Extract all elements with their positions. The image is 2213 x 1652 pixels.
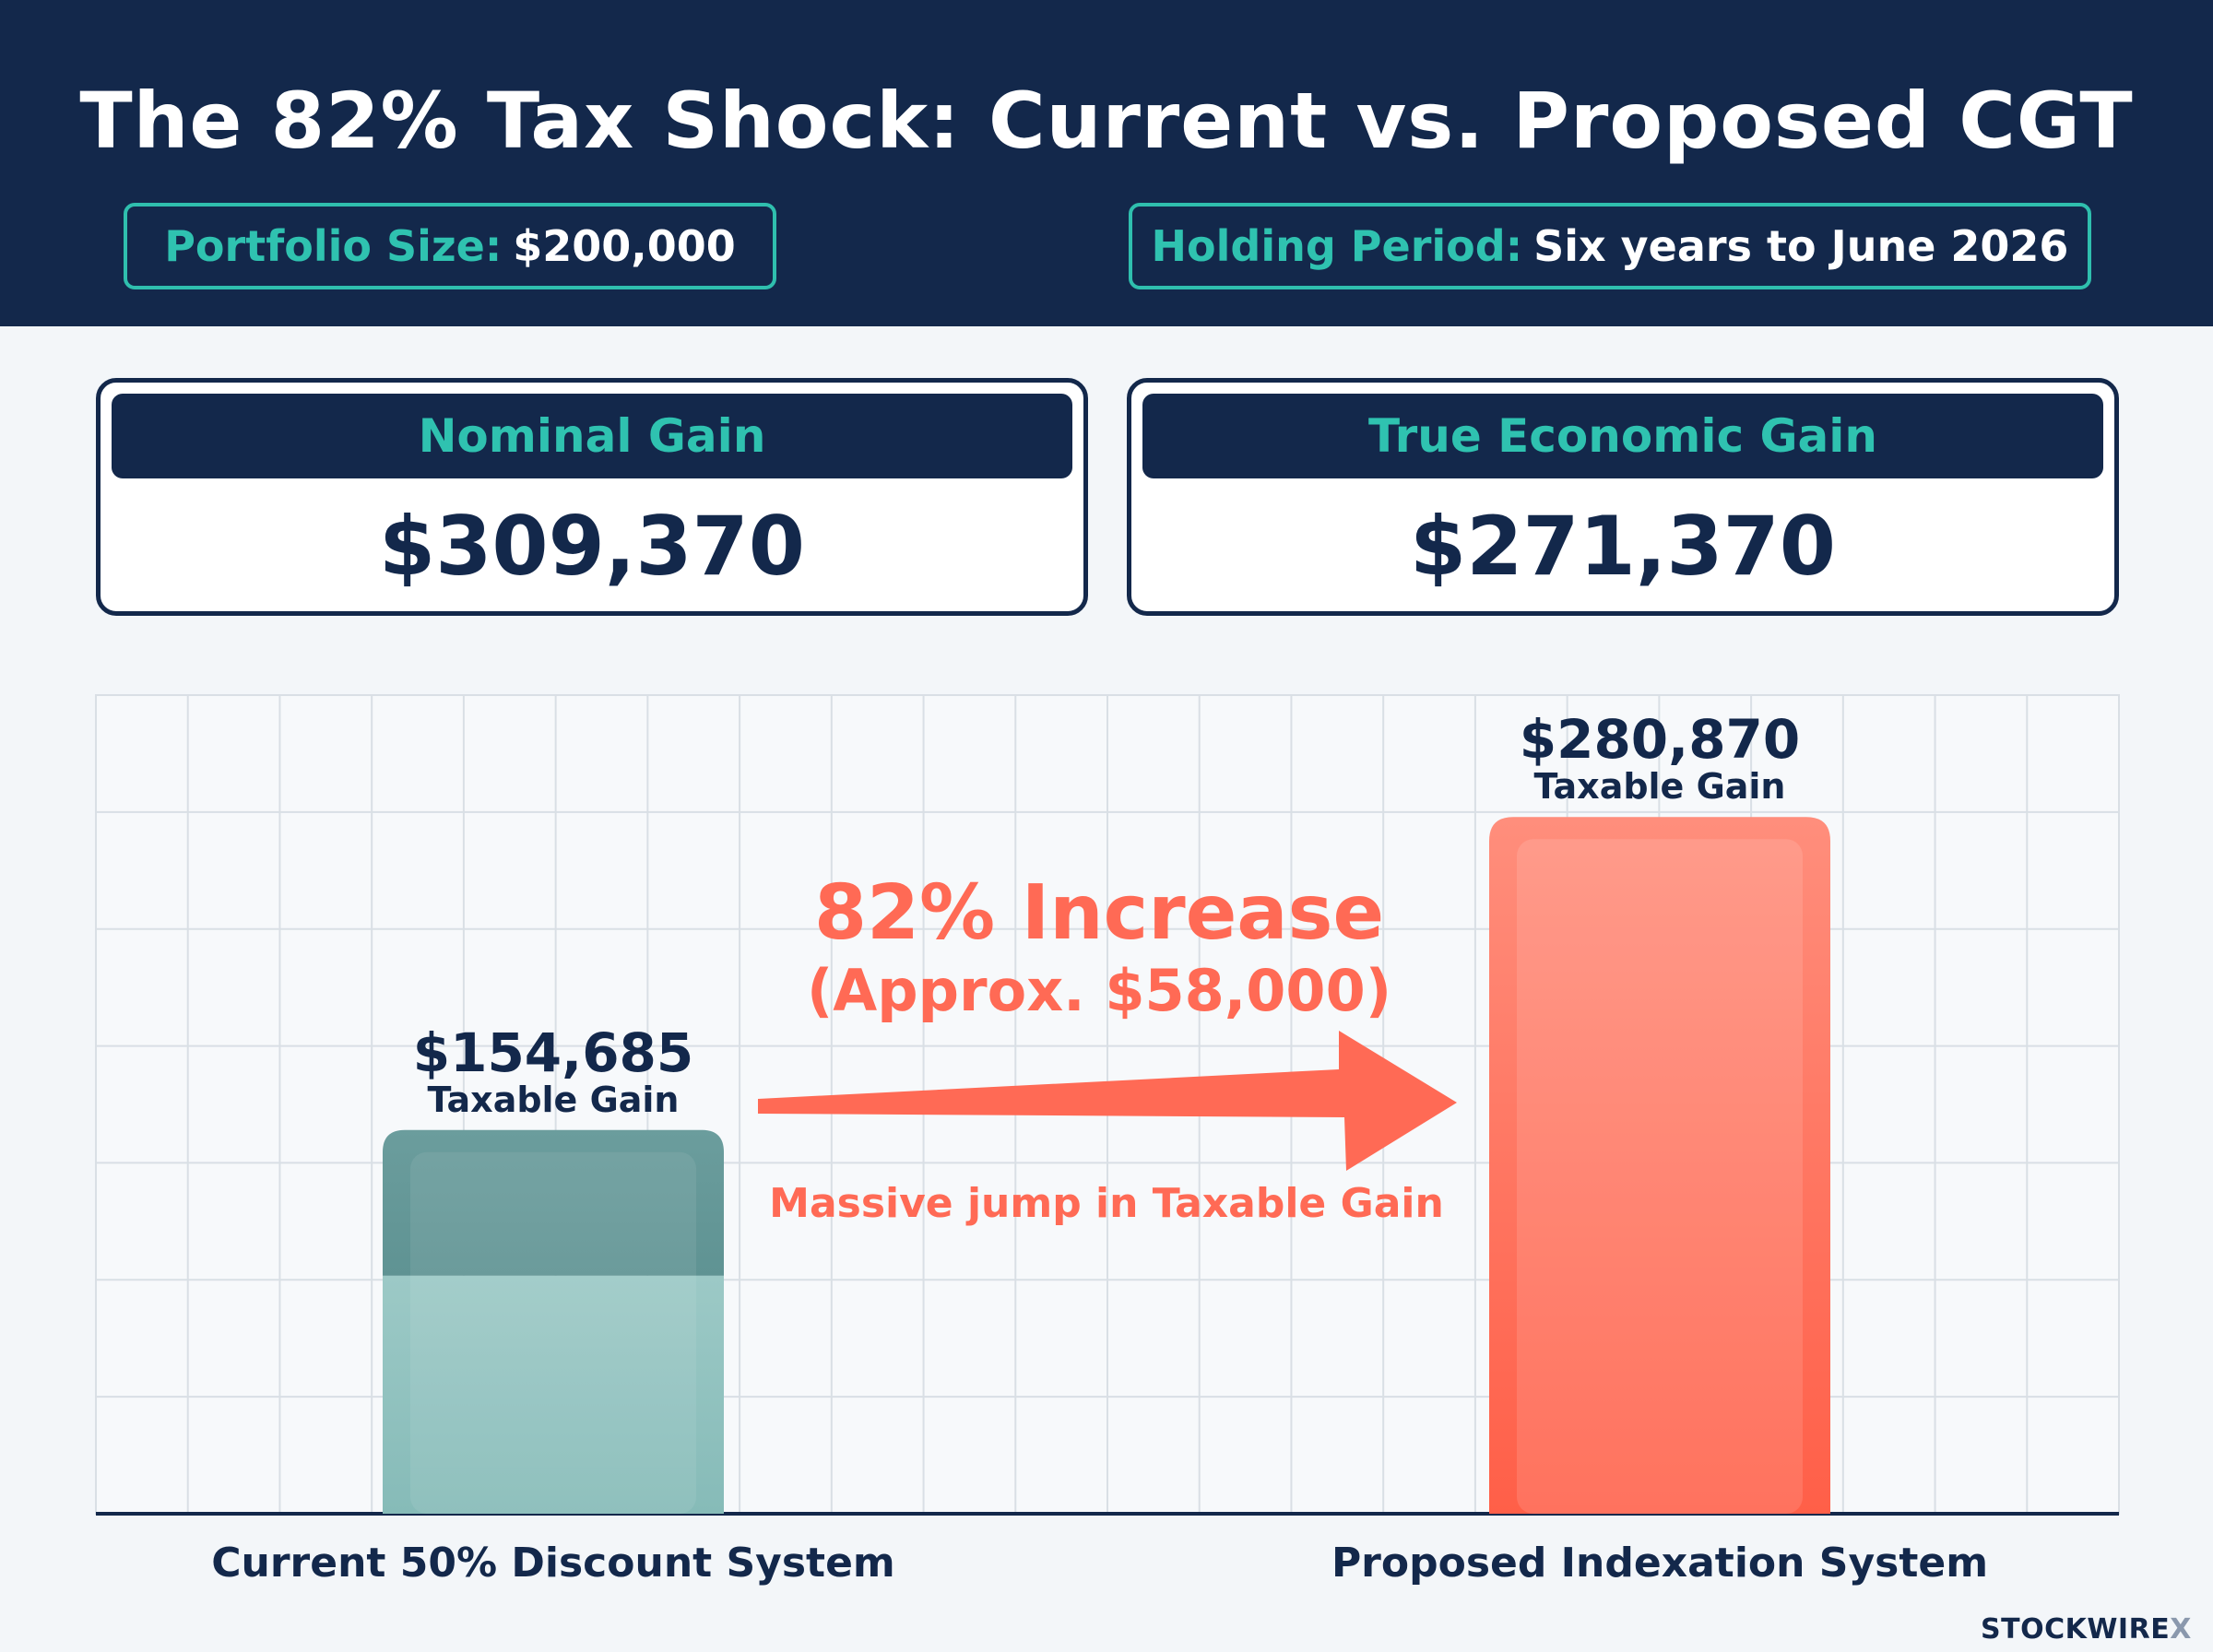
economic-gain-card: True Economic Gain $271,370 [1127,378,2119,616]
x-tick-label: Proposed Indexation System [1331,1540,1988,1587]
portfolio-size-value: $200,000 [513,221,736,271]
bar-lower-segment [383,1275,724,1514]
increase-amount: (Approx. $58,000) [807,957,1391,1024]
bar-value-label: $280,870 [1520,708,1801,771]
holding-period-badge: Holding Period: Six years to June 2026 [1129,203,2091,289]
nominal-gain-label: Nominal Gain [112,394,1072,478]
economic-gain-label: True Economic Gain [1142,394,2103,478]
holding-period-value: Six years to June 2026 [1533,221,2069,271]
holding-period-label: Holding Period: [1151,221,1523,271]
portfolio-size-label: Portfolio Size: [164,221,503,271]
bar-2 [1489,817,1830,1514]
bar-sublabel: Taxable Gain [428,1080,680,1120]
nominal-gain-card: Nominal Gain $309,370 [96,378,1088,616]
bar-inner-highlight [410,1151,696,1514]
bar-upper-segment [383,1129,724,1276]
brand-watermark: STOCKWIREX [1981,1613,2192,1646]
bar-value-label: $154,685 [413,1021,694,1084]
x-tick-label: Current 50% Discount System [211,1540,895,1587]
bar-1 [383,1129,724,1514]
nominal-gain-value: $309,370 [378,499,806,594]
bar-inner-highlight [1517,839,1803,1514]
bar-body [1489,817,1830,1514]
bar-sublabel: Taxable Gain [1534,766,1786,807]
increase-annotation: 82% Increase(Approx. $58,000) Massive jum… [758,869,1457,1227]
brand-name: STOCKWIRE [1981,1613,2171,1646]
economic-gain-value: $271,370 [1409,499,1837,594]
header-banner: The 82% Tax Shock: Current vs. Proposed … [0,0,2213,326]
increase-note: Massive jump in Taxable Gain [769,1180,1444,1227]
portfolio-size-badge: Portfolio Size: $200,000 [124,203,776,289]
chart-bars [383,817,1830,1514]
increase-arrow-icon [758,1031,1457,1171]
page-title: The 82% Tax Shock: Current vs. Proposed … [79,76,2134,166]
increase-headline: 82% Increase [814,869,1384,957]
brand-x-icon: X [2170,1613,2192,1646]
